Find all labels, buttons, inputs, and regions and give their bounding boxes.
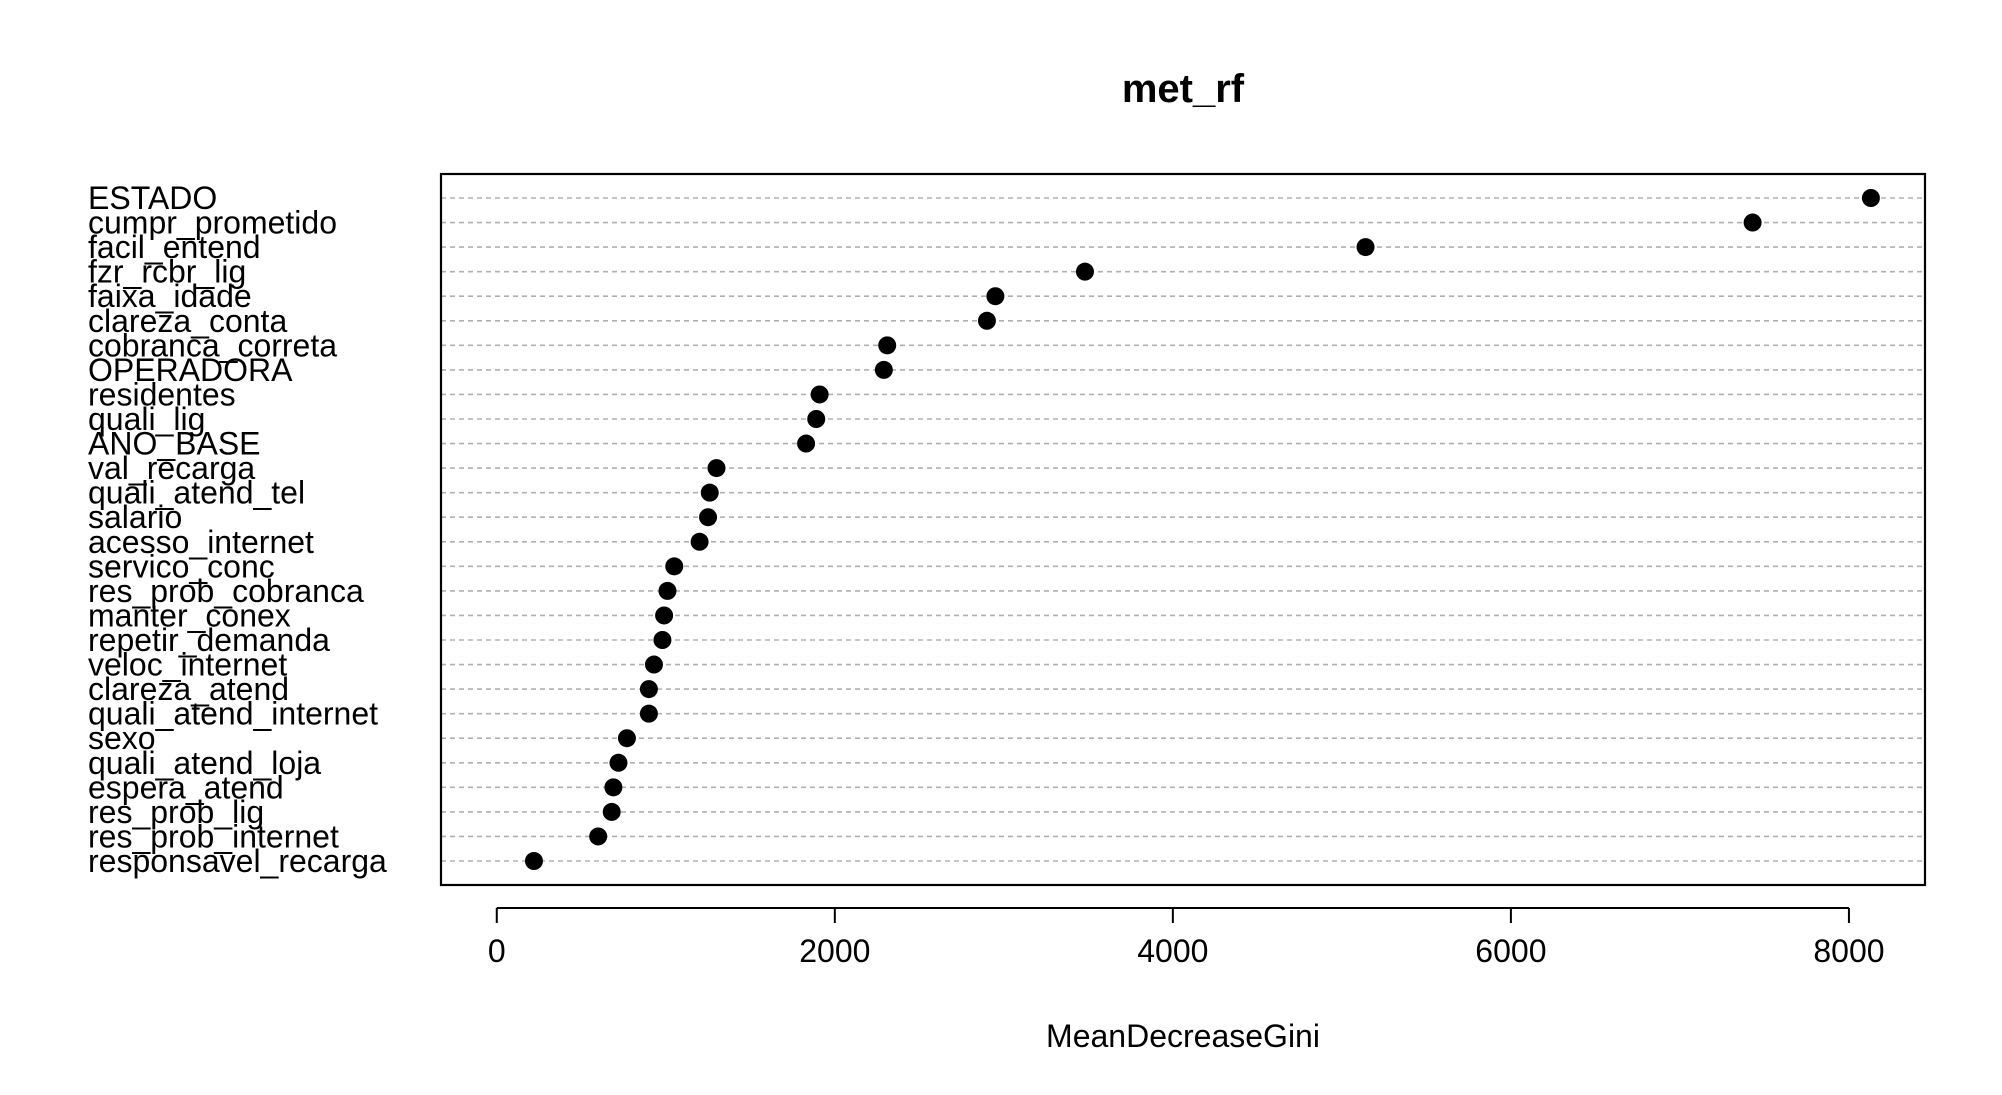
category-label: cumpr_prometido bbox=[88, 205, 337, 241]
data-point bbox=[977, 311, 996, 330]
data-point bbox=[878, 336, 897, 355]
category-label: facil_entend bbox=[88, 229, 261, 265]
category-label: clareza_atend bbox=[88, 671, 289, 707]
data-point bbox=[700, 483, 719, 502]
data-point bbox=[797, 434, 816, 453]
category-label: responsavel_recarga bbox=[88, 843, 387, 879]
data-point bbox=[986, 287, 1005, 306]
category-label: clareza_conta bbox=[88, 303, 287, 339]
category-label: fzr_rcbr_lig bbox=[88, 254, 246, 290]
data-point bbox=[655, 606, 674, 625]
data-point bbox=[589, 827, 608, 846]
x-tick-label: 4000 bbox=[1137, 933, 1208, 969]
category-label: val_recarga bbox=[88, 450, 255, 486]
data-point bbox=[690, 532, 709, 551]
category-label: res_prob_lig bbox=[88, 794, 264, 830]
data-point bbox=[658, 581, 677, 600]
category-label: manter_conex bbox=[88, 597, 291, 633]
data-point bbox=[609, 753, 628, 772]
plot-frame bbox=[439, 172, 1927, 887]
category-label: repetir_demanda bbox=[88, 622, 330, 658]
data-point bbox=[639, 680, 658, 699]
category-label: espera_atend bbox=[88, 769, 284, 805]
data-point bbox=[644, 655, 663, 674]
x-axis: 0 2000 4000 6000 8000 bbox=[488, 907, 1885, 969]
category-label: faixa_idade bbox=[88, 278, 252, 314]
category-label: servico_conc bbox=[88, 548, 275, 584]
x-axis-title: MeanDecreaseGini bbox=[1046, 1018, 1320, 1054]
data-point bbox=[1861, 189, 1880, 207]
category-label: residentes bbox=[88, 376, 236, 412]
category-label: sexo bbox=[88, 720, 156, 756]
data-point bbox=[699, 508, 718, 527]
data-point bbox=[1356, 238, 1375, 257]
category-label: cobranca_correta bbox=[88, 327, 337, 363]
x-tick-label: 8000 bbox=[1813, 933, 1884, 969]
data-point bbox=[1743, 213, 1762, 232]
data-point bbox=[1075, 262, 1094, 281]
data-point bbox=[617, 729, 636, 748]
category-label: quali_atend_loja bbox=[88, 745, 321, 781]
x-tick-label: 2000 bbox=[799, 933, 870, 969]
category-label: quali_atend_internet bbox=[88, 696, 378, 732]
x-tick-label: 0 bbox=[488, 933, 506, 969]
data-points bbox=[524, 189, 1880, 870]
data-point bbox=[524, 852, 543, 870]
data-point bbox=[602, 802, 621, 821]
category-label: res_prob_internet bbox=[88, 818, 339, 854]
data-point bbox=[665, 557, 684, 576]
data-point bbox=[874, 360, 893, 379]
category-label: acesso_internet bbox=[88, 524, 314, 560]
category-label: ANO_BASE bbox=[88, 426, 261, 462]
chart-title: met_rf bbox=[1122, 67, 1245, 111]
data-point bbox=[810, 385, 829, 404]
data-point bbox=[653, 631, 672, 649]
category-labels: ESTADOcumpr_prometidofacil_entendfzr_rcb… bbox=[88, 180, 387, 879]
category-label: salario bbox=[88, 499, 182, 535]
category-label: ESTADO bbox=[88, 180, 217, 216]
category-label: quali_atend_tel bbox=[88, 475, 305, 511]
category-label: veloc_internet bbox=[88, 647, 287, 683]
category-label: res_prob_cobranca bbox=[88, 573, 364, 609]
category-label: OPERADORA bbox=[88, 352, 293, 388]
data-point bbox=[707, 459, 726, 478]
grid-layer bbox=[441, 197, 1925, 862]
data-point bbox=[604, 778, 623, 797]
x-tick-label: 6000 bbox=[1475, 933, 1546, 969]
data-point bbox=[807, 410, 826, 428]
category-label: quali_lig bbox=[88, 401, 205, 437]
data-point bbox=[639, 704, 658, 723]
